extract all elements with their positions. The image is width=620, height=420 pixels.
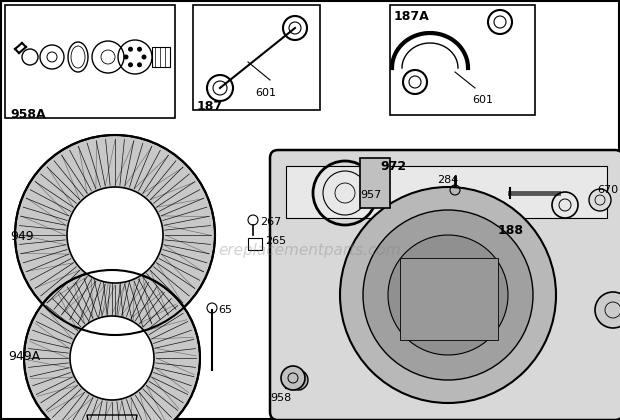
Circle shape <box>137 47 142 52</box>
Circle shape <box>141 55 146 60</box>
Circle shape <box>288 370 308 390</box>
Circle shape <box>388 235 508 355</box>
Text: 265: 265 <box>265 236 286 246</box>
FancyBboxPatch shape <box>270 150 620 420</box>
Text: 284: 284 <box>437 175 458 185</box>
Text: 958: 958 <box>270 393 291 403</box>
Text: 187A: 187A <box>394 10 430 23</box>
Text: 65: 65 <box>218 305 232 315</box>
Text: 949A: 949A <box>8 350 40 363</box>
Bar <box>152 47 170 67</box>
Circle shape <box>340 187 556 403</box>
Bar <box>305 155 415 235</box>
Circle shape <box>67 187 163 283</box>
Text: 267: 267 <box>260 217 281 227</box>
Circle shape <box>595 292 620 328</box>
Text: 601: 601 <box>472 95 493 105</box>
Bar <box>508 188 524 198</box>
Bar <box>248 238 262 250</box>
Text: 972: 972 <box>380 160 406 173</box>
Bar <box>390 5 535 115</box>
Circle shape <box>24 270 200 420</box>
Circle shape <box>123 55 128 60</box>
Text: ereplacementparts.com: ereplacementparts.com <box>219 242 401 257</box>
Polygon shape <box>360 158 390 208</box>
Bar <box>452 175 460 180</box>
Bar <box>5 5 175 118</box>
Circle shape <box>363 210 533 380</box>
Circle shape <box>70 316 154 400</box>
Text: 958A: 958A <box>10 108 46 121</box>
Polygon shape <box>286 166 607 218</box>
Text: 188: 188 <box>498 224 524 237</box>
Polygon shape <box>87 415 137 420</box>
Circle shape <box>128 47 133 52</box>
Circle shape <box>589 189 611 211</box>
Circle shape <box>15 135 215 335</box>
Polygon shape <box>90 335 140 355</box>
Text: 957: 957 <box>360 190 381 200</box>
Circle shape <box>137 62 142 67</box>
Text: 601: 601 <box>255 88 276 98</box>
Bar <box>193 5 320 110</box>
Text: 670: 670 <box>597 185 618 195</box>
Bar <box>400 258 498 340</box>
Text: 187: 187 <box>197 100 223 113</box>
Bar <box>495 165 590 230</box>
Circle shape <box>281 366 305 390</box>
Circle shape <box>128 62 133 67</box>
Text: 949: 949 <box>10 230 33 243</box>
